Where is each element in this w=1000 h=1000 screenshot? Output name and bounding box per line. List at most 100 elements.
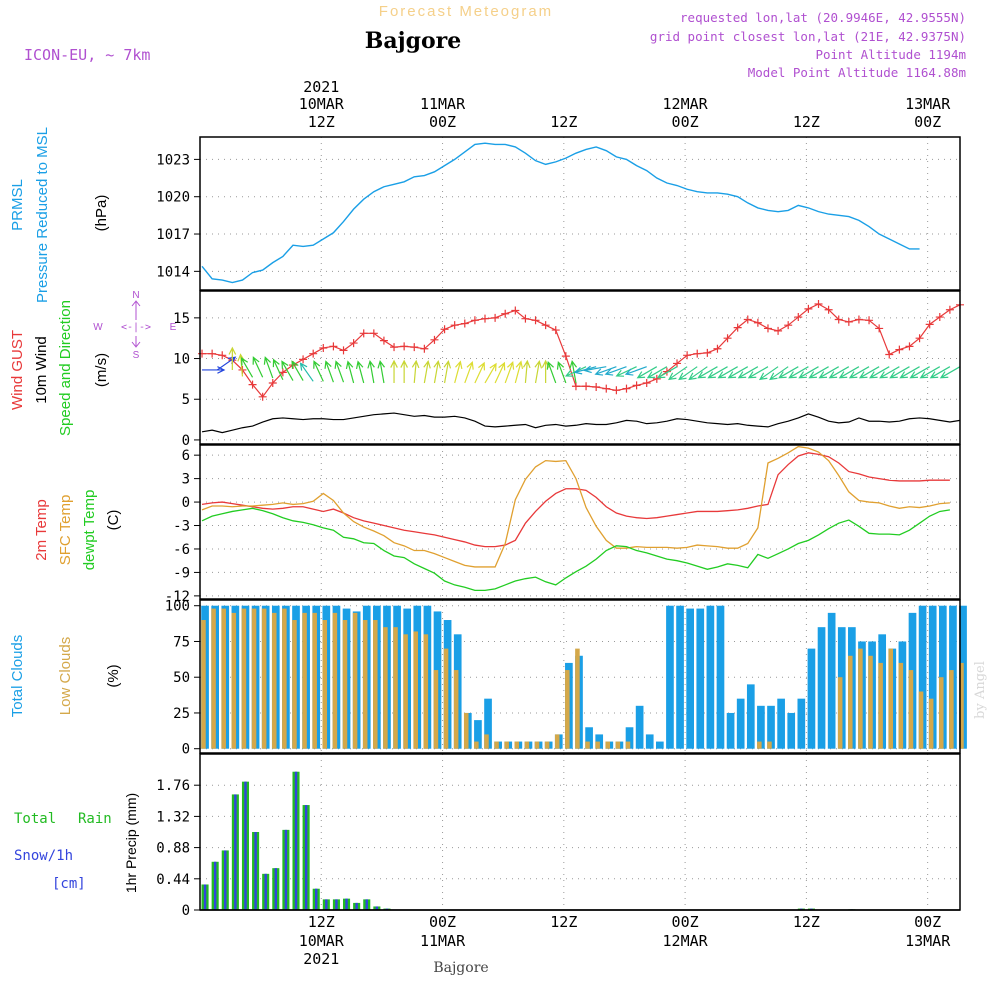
wind-gust-marker [804, 304, 813, 313]
wind-speed-line [201, 412, 961, 434]
wind-direction-arrow [546, 361, 557, 384]
temperature-ytick-label: 3 [182, 472, 190, 488]
wind-direction-arrow [324, 360, 334, 383]
wind-gust-marker [390, 343, 399, 352]
wind-direction-arrow [848, 366, 870, 379]
wind-direction-arrow [494, 361, 506, 384]
grid-layer [200, 137, 960, 911]
snow-bar [325, 899, 328, 910]
wind-direction-arrow [411, 359, 420, 384]
wind-direction-arrow [636, 366, 658, 379]
temperature-frame [199, 444, 961, 600]
total-cloud-bar [686, 608, 694, 749]
temp-2m-line [201, 452, 950, 548]
model-name: ICON-EU, ~ 7km [24, 46, 150, 64]
wind-direction-arrow [929, 366, 951, 379]
top-time-label-date: 10MAR [299, 95, 345, 113]
wind-direction-arrow [299, 362, 314, 382]
snow-bar [274, 868, 278, 910]
total-cloud-bar [706, 605, 715, 749]
wind-direction-arrow [656, 366, 678, 379]
axis-layer: 1014101710201023051015-12-9-6-3036025507… [156, 78, 961, 968]
wind-direction-arrow [263, 356, 274, 379]
clouds-unit: (%) [105, 664, 122, 687]
wind-direction-arrow [939, 366, 961, 379]
temp-dew-line [201, 507, 950, 592]
total-cloud-bar [757, 705, 765, 749]
wind-gust-marker [491, 313, 500, 322]
low-cloud-bar [322, 620, 328, 749]
top-time-label-hour: 00Z [914, 113, 941, 131]
wind-direction-arrow [624, 366, 647, 376]
wind-direction-arrow [697, 366, 718, 379]
low-cloud-bar [494, 741, 499, 749]
low-cloud-bar [544, 741, 550, 749]
compass-w: W [93, 322, 103, 333]
total-cloud-bar [484, 698, 492, 749]
bottom-time-label-hour: 12Z [308, 913, 335, 931]
total-cloud-bar [918, 605, 927, 749]
total-cloud-bar [645, 734, 654, 749]
low-cloud-bar [453, 670, 459, 749]
wind-direction-arrow [919, 366, 941, 379]
wind-direction-arrow [367, 359, 375, 384]
low-cloud-bar [848, 655, 853, 749]
compass-s: S [133, 350, 140, 361]
wind-gust-marker [430, 335, 439, 344]
wind-direction-arrow [909, 366, 930, 379]
temp-sfc-line [201, 445, 950, 568]
snow-bar [254, 832, 257, 910]
wind-gust-marker [521, 314, 530, 323]
low-cloud-bar [201, 620, 206, 749]
temperature-ytick-label: 6 [182, 448, 190, 464]
total-clouds-label: Total Clouds [9, 635, 26, 718]
wind-gust-marker [885, 350, 894, 359]
pressure-label-desc: Pressure Reduced to MSL [34, 127, 51, 303]
low-cloud-bar [231, 612, 237, 749]
wind-direction-arrow [272, 358, 284, 380]
wind-direction-arrow [400, 359, 408, 383]
low-cloud-bar [403, 634, 408, 749]
top-time-label-date: 11MAR [420, 95, 466, 113]
wind-gust-marker [329, 342, 338, 351]
low-cloud-bar [484, 734, 489, 749]
wind-direction-arrow [556, 361, 567, 384]
total-cloud-bar [635, 705, 644, 749]
precip-ytick-label: 1.76 [156, 778, 190, 794]
total-cloud-bar [777, 698, 785, 749]
wind-gust-marker [753, 318, 762, 327]
wind-direction-arrow [778, 366, 799, 379]
wind-direction-arrow [889, 366, 910, 379]
low-cloud-bar [332, 612, 338, 749]
wind-direction-arrow [798, 366, 819, 379]
total-cloud-bar [928, 605, 937, 749]
wind-gust-marker [784, 321, 793, 330]
total-cloud-bar [807, 648, 816, 749]
low-cloud-bar [352, 612, 358, 749]
wind-direction-arrow [899, 366, 920, 379]
wind-gust-marker [511, 306, 520, 315]
wind-gust-marker [369, 329, 378, 338]
wind-direction-arrow [646, 366, 668, 379]
wind-direction-arrow [377, 359, 385, 384]
wind-gust-marker [763, 324, 772, 333]
wind-direction-arrow [534, 359, 543, 384]
compass-e: E [170, 322, 177, 333]
bottom-time-label-date: 12MAR [663, 932, 709, 950]
pressure-unit: (hPa) [93, 195, 110, 232]
wind-gust-marker [945, 305, 954, 314]
wind-direction-arrow [240, 357, 254, 378]
low-cloud-bar [908, 670, 914, 749]
pressure-ytick-label: 1017 [156, 227, 190, 243]
low-cloud-bar [878, 662, 883, 749]
temp-2m-label: 2m Temp [33, 499, 50, 560]
wind-gust-marker [561, 352, 570, 361]
total-cloud-bar [767, 705, 775, 749]
total-cloud-bar [787, 712, 796, 749]
low-cloud-bar [413, 631, 418, 749]
low-clouds-label: Low Clouds [57, 637, 74, 715]
wind-direction-arrow [717, 366, 738, 379]
wind-direction-arrow [228, 346, 237, 370]
snow-bar [213, 861, 217, 910]
wind-direction-arrow [281, 360, 294, 381]
